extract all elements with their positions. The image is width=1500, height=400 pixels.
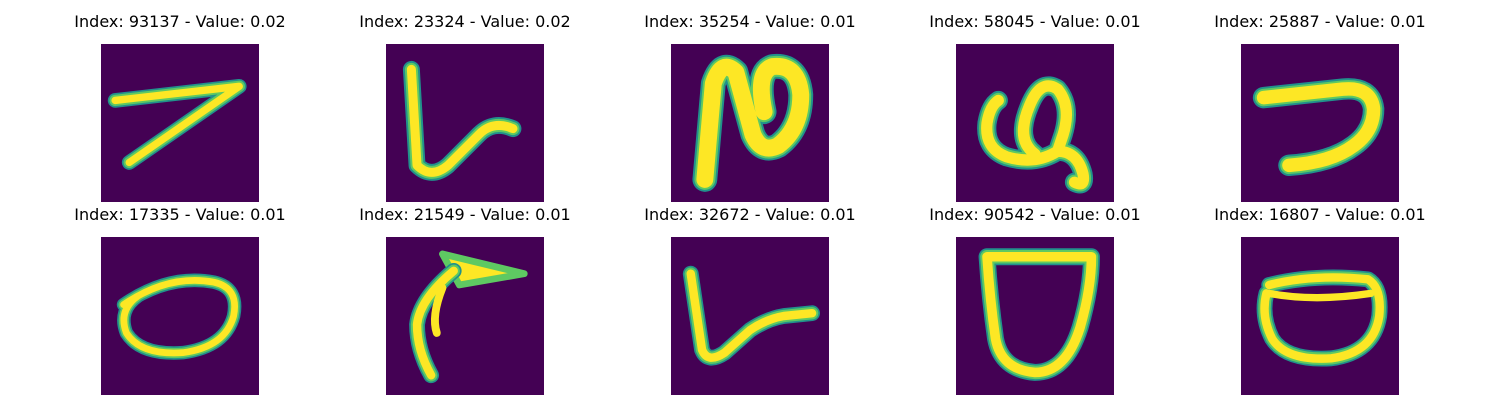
panel-title: Index: 35254 - Value: 0.01 xyxy=(644,12,856,31)
digit-image xyxy=(386,44,544,202)
digit-image xyxy=(671,44,829,202)
panel-title: Index: 58045 - Value: 0.01 xyxy=(929,12,1141,31)
panel-title: Index: 93137 - Value: 0.02 xyxy=(74,12,286,31)
digit-image xyxy=(101,237,259,395)
digit-panel: Index: 21549 - Value: 0.01 xyxy=(355,203,575,395)
panel-title: Index: 21549 - Value: 0.01 xyxy=(359,205,571,224)
digit-panel: Index: 90542 - Value: 0.01 xyxy=(925,203,1145,395)
panel-title: Index: 25887 - Value: 0.01 xyxy=(1214,12,1426,31)
digit-image xyxy=(1241,44,1399,202)
digit-panel: Index: 58045 - Value: 0.01 xyxy=(925,10,1145,202)
digit-panel: Index: 32672 - Value: 0.01 xyxy=(640,203,860,395)
digit-image xyxy=(956,237,1114,395)
digit-panel: Index: 16807 - Value: 0.01 xyxy=(1210,203,1430,395)
digit-panel: Index: 17335 - Value: 0.01 xyxy=(70,203,290,395)
digit-image xyxy=(671,237,829,395)
digit-panel: Index: 25887 - Value: 0.01 xyxy=(1210,10,1430,202)
panel-title: Index: 90542 - Value: 0.01 xyxy=(929,205,1141,224)
digit-image xyxy=(101,44,259,202)
digit-image xyxy=(956,44,1114,202)
digit-panel: Index: 23324 - Value: 0.02 xyxy=(355,10,575,202)
digit-image xyxy=(386,237,544,395)
panel-title: Index: 17335 - Value: 0.01 xyxy=(74,205,286,224)
panel-title: Index: 16807 - Value: 0.01 xyxy=(1214,205,1426,224)
panel-title: Index: 32672 - Value: 0.01 xyxy=(644,205,856,224)
digit-panel: Index: 35254 - Value: 0.01 xyxy=(640,10,860,202)
panel-title: Index: 23324 - Value: 0.02 xyxy=(359,12,571,31)
digit-panel: Index: 93137 - Value: 0.02 xyxy=(70,10,290,202)
digit-image xyxy=(1241,237,1399,395)
